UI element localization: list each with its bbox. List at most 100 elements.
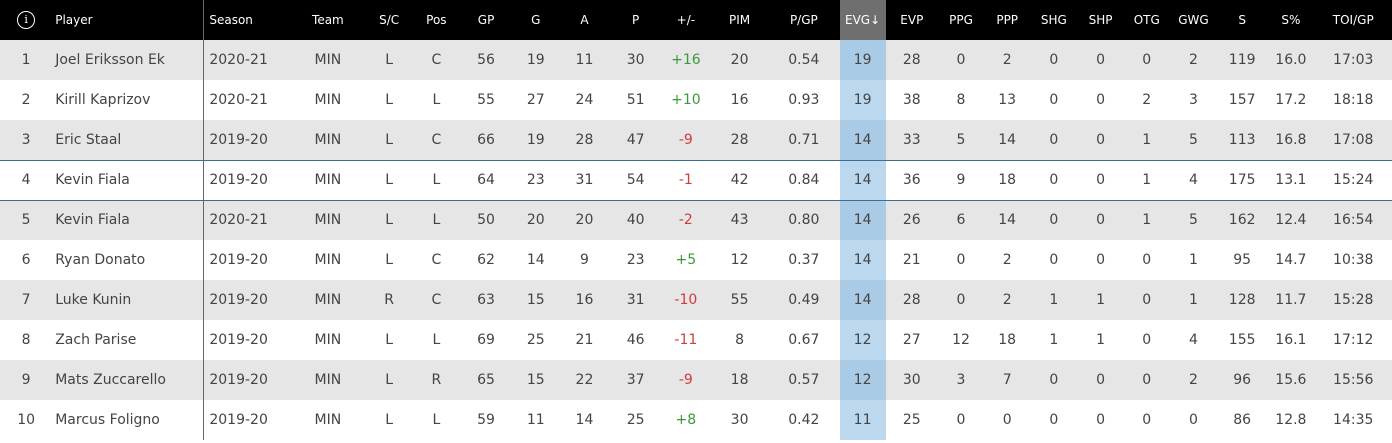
header-otg[interactable]: OTG (1133, 13, 1160, 27)
cell-pim: 43 (730, 212, 749, 229)
cell-player[interactable]: Kirill Kaprizov (55, 92, 151, 108)
cell-pgp: 0.67 (788, 332, 820, 348)
cell-evp: 27 (902, 332, 921, 348)
cell-pgp: 0.49 (788, 292, 820, 308)
cell-player[interactable]: Luke Kunin (55, 292, 132, 308)
header-ppg[interactable]: PPG (949, 13, 973, 27)
cell-plusminus: +16 (671, 52, 701, 68)
cell-shg: 0 (1049, 252, 1059, 268)
header-pgp[interactable]: P/GP (789, 13, 818, 27)
cell-player[interactable]: Mats Zuccarello (55, 372, 166, 388)
cell-shp: 0 (1096, 212, 1106, 229)
header-season[interactable]: Season (203, 0, 292, 40)
cell-ppp: 14 (998, 131, 1017, 148)
cell-evg: 12 (839, 360, 886, 400)
cell-gp: 55 (477, 92, 495, 108)
cell-team[interactable]: MIN (314, 412, 342, 428)
table-row[interactable]: 10 Marcus Foligno 2019-20 MIN L L 59 11 14 25 +8 30… (0, 400, 1392, 440)
header-team[interactable]: Team (312, 13, 344, 27)
cell-pos: C (431, 252, 442, 268)
cell-s: 128 (1228, 292, 1256, 308)
cell-rank: 8 (21, 332, 31, 348)
cell-player[interactable]: Kevin Fiala (52, 159, 204, 201)
cell-season: 2020-21 (203, 40, 292, 80)
info-icon[interactable]: i (17, 11, 36, 29)
cell-evp: 33 (902, 131, 921, 148)
cell-plusminus: -11 (674, 332, 698, 348)
table-row[interactable]: 5 Kevin Fiala 2020-21 MIN L L 50 20 20 40 -2 43 0.80… (0, 200, 1392, 240)
header-evg-sorted[interactable]: EVG↓ (839, 0, 886, 40)
header-toigp[interactable]: TOI/GP (1332, 13, 1374, 27)
cell-player[interactable]: Marcus Foligno (55, 412, 160, 428)
header-a[interactable]: A (580, 13, 589, 27)
header-shg[interactable]: SHG (1040, 13, 1067, 27)
cell-team[interactable]: MIN (314, 252, 342, 268)
cell-gp: 56 (477, 52, 495, 68)
cell-sc: L (385, 332, 394, 348)
header-player[interactable]: Player (55, 13, 93, 27)
info-header[interactable]: i (0, 0, 52, 40)
header-s[interactable]: S (1238, 13, 1246, 27)
header-pim[interactable]: PIM (729, 13, 751, 27)
header-gwg[interactable]: GWG (1178, 13, 1209, 27)
header-plusminus[interactable]: +/- (676, 13, 696, 27)
table-row[interactable]: 2 Kirill Kaprizov 2020-21 MIN L L 55 27 24 51 +10 1… (0, 80, 1392, 120)
header-spct[interactable]: S% (1281, 13, 1301, 27)
cell-player[interactable]: Joel Eriksson Ek (55, 52, 165, 68)
table-row[interactable]: 4 Kevin Fiala 2019-20 MIN L L 64 23 31 54 -1 42 0.84… (0, 159, 1392, 201)
cell-pos: L (432, 92, 441, 108)
cell-player[interactable]: Ryan Donato (55, 252, 146, 268)
table-row[interactable]: 9 Mats Zuccarello 2019-20 MIN L R 65 15 22 37 -9 18… (0, 360, 1392, 400)
cell-plusminus: +10 (671, 92, 701, 108)
header-sc[interactable]: S/C (379, 13, 400, 27)
header-evp[interactable]: EVP (900, 13, 924, 27)
cell-team[interactable]: MIN (314, 332, 342, 348)
cell-team[interactable]: MIN (314, 372, 342, 388)
cell-toigp: 10:38 (1333, 252, 1374, 268)
cell-shg: 0 (1030, 159, 1078, 201)
cell-pos: L (432, 412, 441, 428)
cell-evp: 30 (902, 372, 921, 388)
cell-pgp: 0.54 (788, 52, 820, 68)
cell-plusminus: +8 (675, 412, 697, 428)
cell-shg: 0 (1049, 52, 1059, 68)
cell-team[interactable]: MIN (291, 159, 365, 201)
cell-player[interactable]: Eric Staal (55, 131, 122, 148)
header-ppp[interactable]: PPP (996, 13, 1019, 27)
table-row[interactable]: 6 Ryan Donato 2019-20 MIN L C 62 14 9 23 +5 12 0.37 1… (0, 240, 1392, 280)
header-p[interactable]: P (632, 13, 640, 27)
header-g[interactable]: G (531, 13, 541, 27)
cell-shp: 1 (1096, 332, 1106, 348)
cell-team[interactable]: MIN (314, 92, 342, 108)
cell-plusminus: -10 (674, 292, 698, 308)
cell-toigp: 16:54 (1333, 212, 1374, 229)
cell-gp: 69 (477, 332, 495, 348)
cell-spct: 16.8 (1275, 131, 1307, 148)
cell-g: 11 (526, 412, 545, 428)
table-row[interactable]: 1 Joel Eriksson Ek 2020-21 MIN L C 56 19 11 30 +16… (0, 40, 1392, 80)
cell-pos: L (432, 332, 441, 348)
cell-team[interactable]: MIN (314, 52, 342, 68)
cell-toigp: 15:56 (1333, 372, 1374, 388)
cell-evg: 14 (839, 280, 886, 320)
cell-toigp: 18:18 (1333, 92, 1374, 108)
header-gp[interactable]: GP (477, 13, 495, 27)
table-row[interactable]: 3 Eric Staal 2019-20 MIN L C 66 19 28 47 -9 28 0.71 1… (0, 120, 1392, 160)
cell-season: 2019-20 (203, 120, 292, 160)
cell-gwg: 3 (1189, 92, 1198, 108)
header-pos[interactable]: Pos (426, 13, 447, 27)
cell-season: 2019-20 (203, 280, 292, 320)
cell-season: 2019-20 (203, 360, 292, 400)
table-row[interactable]: 8 Zach Parise 2019-20 MIN L L 69 25 21 46 -11 8 0.67… (0, 320, 1392, 360)
cell-pgp: 0.80 (788, 212, 820, 229)
cell-s: 113 (1228, 131, 1256, 148)
header-shp[interactable]: SHP (1088, 13, 1113, 27)
table-row[interactable]: 7 Luke Kunin 2019-20 MIN R C 63 15 16 31 -10 55 0.49… (0, 280, 1392, 320)
cell-player[interactable]: Kevin Fiala (55, 212, 130, 229)
cell-player[interactable]: Zach Parise (55, 332, 137, 348)
cell-team[interactable]: MIN (314, 131, 342, 148)
cell-spct: 12.8 (1275, 412, 1307, 428)
cell-team[interactable]: MIN (314, 212, 342, 229)
cell-team[interactable]: MIN (314, 292, 342, 308)
